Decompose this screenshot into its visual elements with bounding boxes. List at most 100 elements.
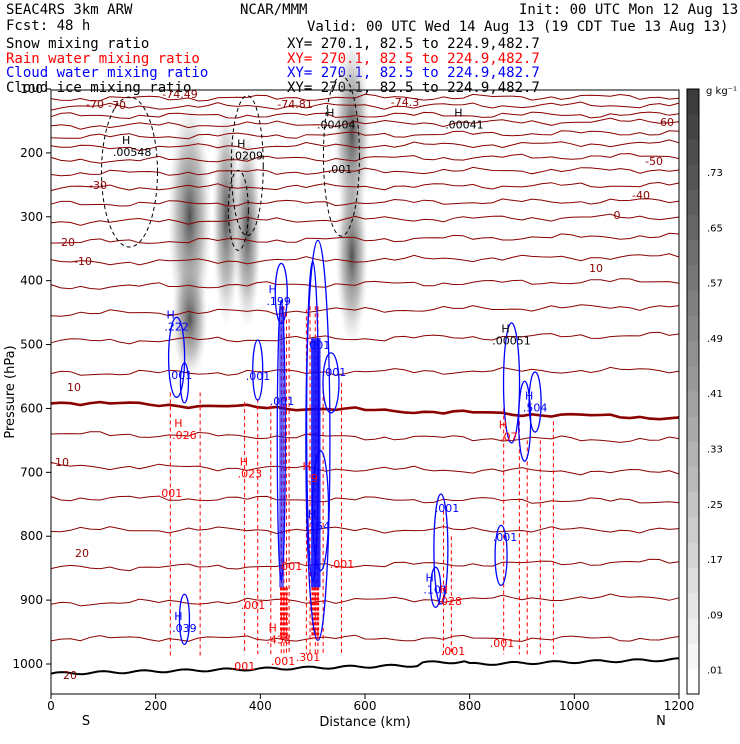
temperature-contour-label: -10	[51, 456, 69, 469]
terrain-line	[50, 657, 680, 676]
cloud-ice-contour	[322, 75, 360, 237]
x-end-label: N	[656, 714, 666, 729]
cloud-water-contour	[429, 566, 442, 608]
temperature-contour	[50, 153, 680, 164]
max-marker-h: H	[499, 418, 507, 431]
temperature-contour	[50, 93, 680, 102]
cloud-water-max-label: .039	[172, 622, 197, 635]
temperature-contour-label: -74.81	[277, 98, 312, 111]
temperature-contour	[50, 111, 680, 120]
x-tick-label: 800	[458, 699, 481, 713]
colorbar-swatch	[687, 240, 699, 266]
small-contour-label: .001	[278, 560, 303, 573]
temperature-contour	[50, 495, 680, 504]
cloud-water-contour	[322, 352, 340, 414]
colorbar-swatch	[687, 668, 699, 695]
colorbar-swatch	[687, 114, 699, 140]
temperature-contour	[50, 593, 680, 607]
colorbar-swatch	[687, 492, 699, 519]
colorbar-swatch	[687, 441, 699, 468]
temperature-contour	[50, 253, 680, 266]
colorbar: .73 .65 .57 .49 .41 .33 .25 .17 .09 .01	[686, 88, 723, 695]
colorbar-swatch	[687, 189, 699, 216]
valid-time-label: Valid: 00 UTC Wed 14 Aug 13 (19 CDT Tue …	[307, 19, 728, 35]
max-marker-h: H	[269, 283, 277, 296]
colorbar-frame	[686, 88, 700, 695]
cloud-water-max-label: .101	[423, 584, 448, 597]
rain-max-label: .026	[172, 429, 197, 442]
cloud-water-contour	[502, 322, 521, 444]
temperature-contour-label: -50	[645, 155, 663, 168]
cloud-ice-contour	[230, 95, 264, 237]
temperature-contour	[50, 166, 680, 177]
small-contour-label: .001	[241, 599, 266, 612]
cloud-water-contour	[178, 593, 191, 645]
y-tick-label: 500	[20, 338, 43, 352]
colorbar-tick-label: .57	[707, 279, 723, 290]
rain-contour-layer	[169, 306, 554, 658]
temperature-contour-label: -70	[86, 98, 104, 111]
colorbar-swatch	[687, 567, 699, 594]
max-marker-h: H	[166, 309, 174, 322]
colorbar-swatch	[687, 643, 699, 670]
colorbar-swatch	[687, 366, 699, 392]
cloud-ice-contour	[101, 96, 158, 248]
colorbar-swatch	[687, 215, 699, 241]
colorbar-tick-label: .33	[707, 445, 723, 456]
x-start-label: S	[82, 714, 90, 729]
small-contour-label: .001	[328, 163, 353, 176]
max-marker-h: H	[326, 107, 334, 120]
temperature-contour	[50, 366, 680, 376]
temperature-contour	[50, 101, 680, 111]
cloud-ice-contour-layer	[101, 75, 360, 251]
small-contour-label: .001	[271, 655, 296, 668]
max-marker-h: H	[501, 323, 509, 336]
max-marker-h: H	[122, 134, 130, 147]
rain-max-label: .028	[438, 595, 463, 608]
colorbar-tick-label: .25	[707, 500, 723, 511]
temperature-contour	[50, 331, 680, 345]
temperature-contour-label: -74.3	[391, 96, 419, 109]
max-marker-h: H	[174, 417, 182, 430]
cloud-ice-field-label: Cloud ice mixing ratio	[6, 80, 191, 96]
axes-layer: 0 200 400 600 800 1000 12001002003004005006007…	[12, 82, 694, 713]
colorbar-swatch	[687, 542, 699, 569]
rain-max-label: .438	[266, 634, 291, 647]
small-contour-label: .001	[330, 558, 355, 571]
zero-isotherm-contour	[50, 400, 680, 421]
x-tick-label: 1200	[664, 699, 695, 713]
forecast-hour-label: Fcst: 48 h	[6, 18, 90, 34]
cloud-water-contour	[494, 524, 508, 587]
cloud-water-contour	[179, 362, 190, 404]
cloud-water-core	[279, 306, 284, 588]
small-contour-label: .001	[493, 531, 518, 544]
cloud-water-core	[311, 338, 321, 588]
cloud-ice-contour	[227, 169, 249, 251]
y-tick-label: 600	[20, 401, 43, 415]
colorbar-tick-label: .09	[707, 610, 723, 621]
temperature-contour-label: -10	[74, 255, 92, 268]
model-title: SEAC4RS 3km ARW	[6, 2, 133, 18]
temperature-contour	[50, 431, 680, 443]
snow-max-label: .00041	[445, 119, 484, 132]
x-tick-label: 400	[249, 699, 272, 713]
temperature-contour-label: -70	[108, 99, 126, 112]
colorbar-swatch	[687, 164, 699, 191]
cloud-water-contour-layer	[167, 239, 542, 645]
cloud-water-max-label: .504	[523, 402, 548, 415]
cloud-water-field-label: Cloud water mixing ratio	[6, 65, 208, 81]
colorbar-unit: g kg⁻¹	[706, 86, 737, 97]
rain-field-label: Rain water mixing ratio	[6, 51, 200, 67]
colorbar-swatch	[687, 315, 699, 342]
y-tick-label: 1000	[12, 657, 43, 671]
temperature-contour-layer	[50, 93, 680, 642]
y-tick-label: 800	[20, 529, 43, 543]
temperature-contour	[50, 117, 680, 130]
small-contour-label: .001	[246, 370, 271, 383]
temperature-contour-label: -20	[57, 236, 75, 249]
small-contour-label: .001	[306, 339, 331, 352]
max-marker-h: H	[303, 460, 311, 473]
temperature-contour	[50, 130, 680, 140]
temperature-contour-label: 10	[67, 381, 81, 394]
init-label: Init: 00 UTC Mon 12 Aug 13	[519, 2, 738, 18]
